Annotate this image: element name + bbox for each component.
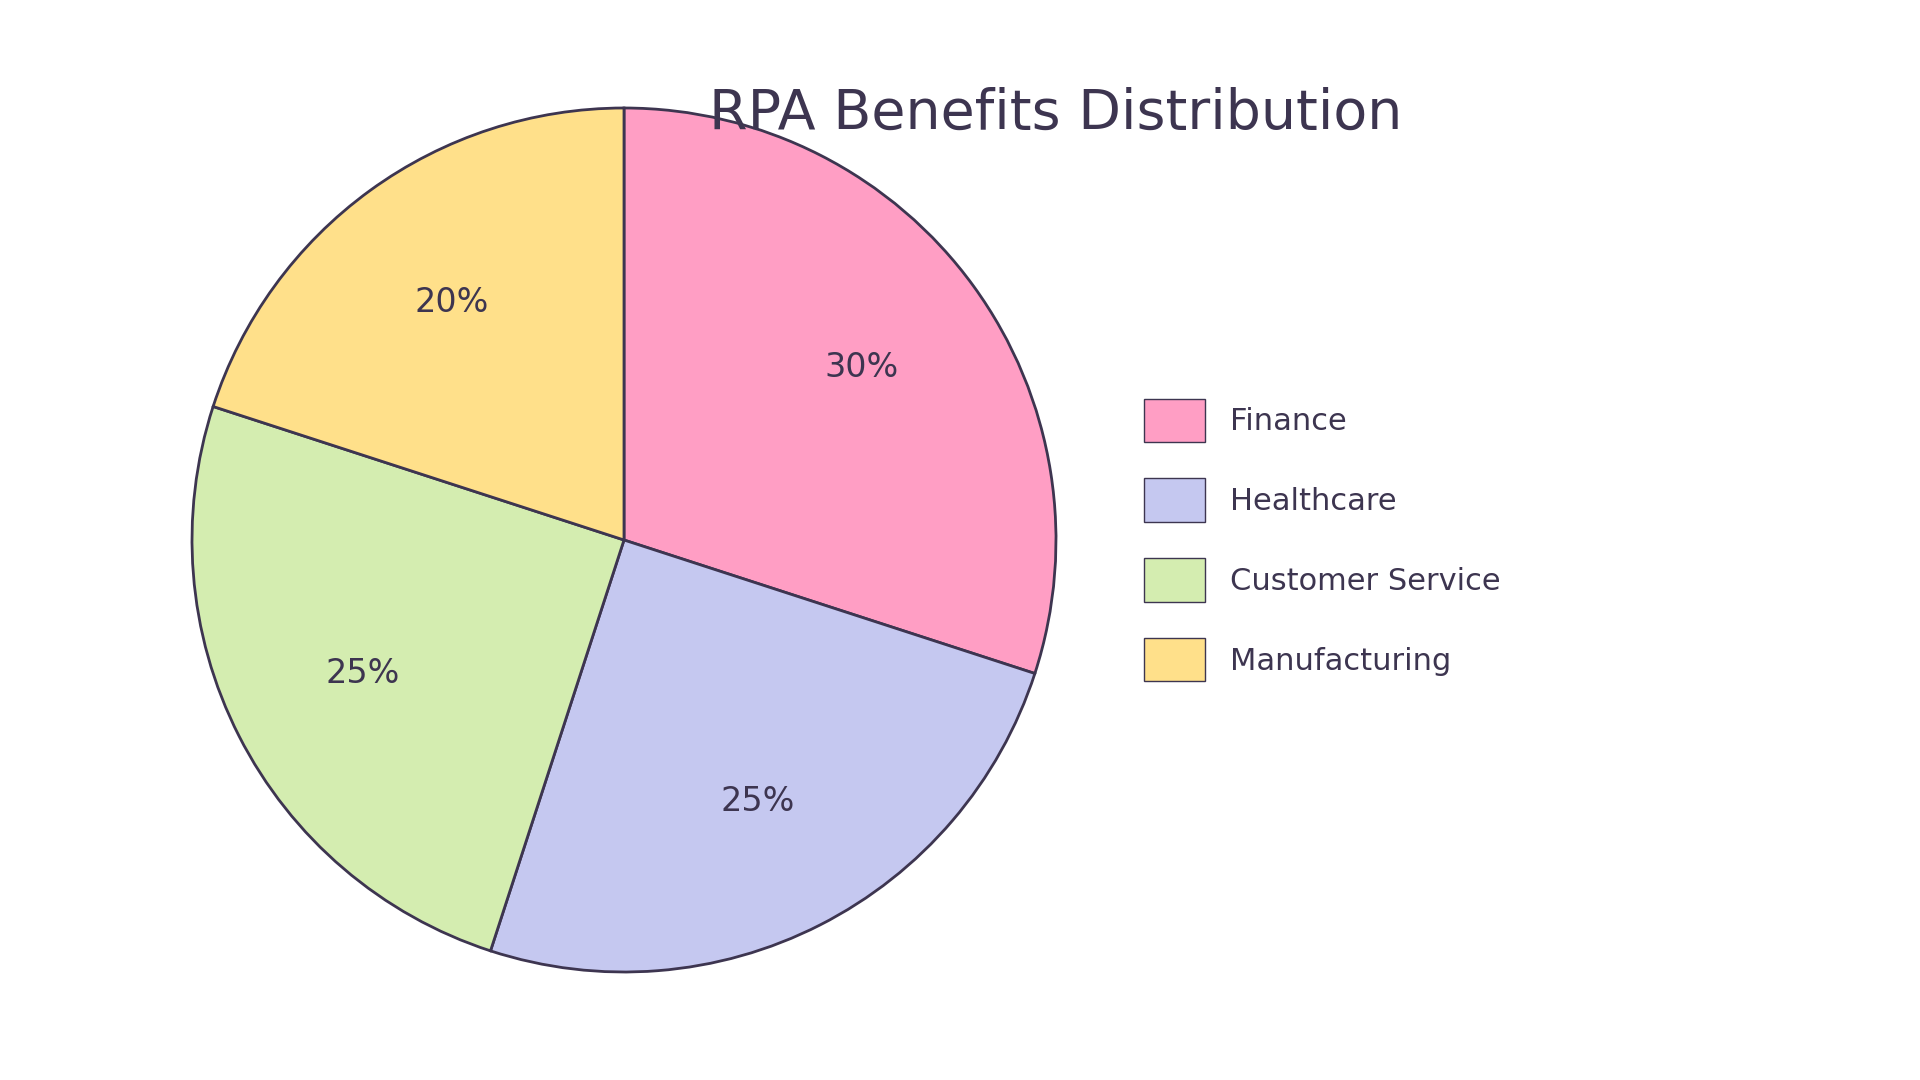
Wedge shape xyxy=(490,540,1035,972)
Text: 25%: 25% xyxy=(324,657,399,690)
Text: 20%: 20% xyxy=(415,286,488,319)
Wedge shape xyxy=(192,406,624,950)
Text: RPA Benefits Distribution: RPA Benefits Distribution xyxy=(708,86,1404,140)
Text: 30%: 30% xyxy=(824,351,899,383)
Wedge shape xyxy=(213,108,624,540)
Legend: Finance, Healthcare, Customer Service, Manufacturing: Finance, Healthcare, Customer Service, M… xyxy=(1129,383,1515,697)
Wedge shape xyxy=(624,108,1056,674)
Text: 25%: 25% xyxy=(720,785,795,819)
